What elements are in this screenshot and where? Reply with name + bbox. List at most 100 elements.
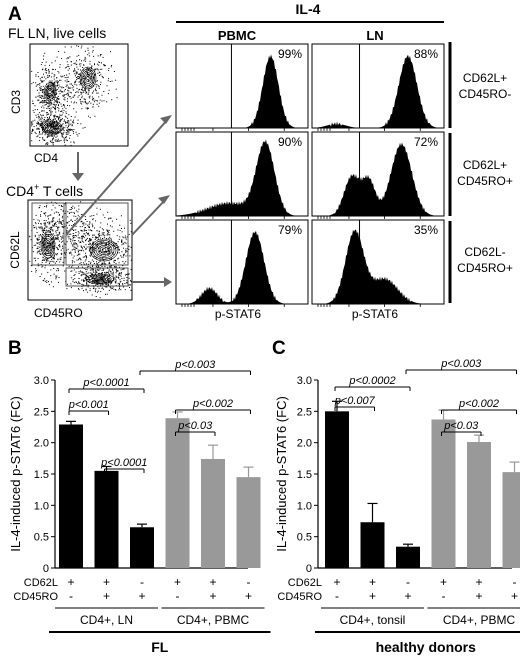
p-value-label: p<0.002: [458, 398, 499, 410]
event-dot: [50, 127, 52, 129]
event-dot: [64, 77, 66, 79]
event-dot: [42, 68, 44, 70]
event-dot: [50, 250, 52, 252]
event-dot: [100, 222, 102, 224]
marker-sign: +: [404, 589, 411, 603]
event-dot: [52, 256, 54, 258]
event-dot: [66, 58, 68, 60]
event-dot: [80, 47, 82, 49]
histogram-percentage: 88%: [414, 47, 438, 61]
event-dot: [33, 111, 35, 113]
event-dot: [46, 123, 48, 125]
event-dot: [45, 233, 47, 235]
event-dot: [40, 88, 42, 89]
event-dot: [96, 213, 98, 215]
event-dot: [68, 66, 70, 68]
event-dot: [111, 288, 113, 289]
event-dot: [54, 118, 56, 120]
event-dot: [114, 281, 116, 283]
event-dot: [86, 230, 87, 232]
event-dot: [76, 78, 78, 80]
event-dot: [57, 107, 59, 108]
event-dot: [68, 130, 70, 132]
event-dot: [40, 81, 42, 83]
event-dot: [51, 132, 53, 134]
event-dot: [58, 232, 60, 234]
event-dot: [107, 93, 109, 95]
event-dot: [42, 265, 44, 267]
event-dot: [90, 67, 92, 68]
event-dot: [77, 76, 79, 77]
event-dot: [84, 227, 86, 229]
event-dot: [100, 237, 101, 239]
event-dot: [77, 135, 79, 137]
event-dot: [84, 233, 86, 235]
event-dot: [98, 279, 100, 281]
event-dot: [57, 98, 59, 100]
event-dot: [64, 97, 66, 99]
event-dot: [64, 67, 66, 69]
event-dot: [74, 240, 76, 241]
event-dot: [96, 245, 98, 247]
event-dot: [50, 214, 52, 216]
event-dot: [51, 238, 53, 240]
y-tick-label: 1.5: [297, 469, 312, 481]
event-dot: [81, 230, 83, 232]
event-dot: [59, 119, 61, 121]
event-dot: [71, 61, 73, 63]
event-dot: [61, 206, 63, 207]
event-dot: [112, 269, 114, 271]
event-dot: [125, 248, 127, 250]
event-dot: [85, 252, 86, 254]
event-dot: [47, 215, 49, 217]
event-dot: [113, 262, 115, 263]
event-dot: [72, 238, 74, 240]
event-dot: [45, 252, 46, 254]
event-dot: [49, 231, 51, 233]
event-dot: [51, 229, 53, 231]
density-contour: [85, 273, 115, 285]
density-contour: [43, 236, 53, 254]
event-dot: [42, 229, 44, 231]
event-dot: [79, 84, 81, 86]
event-dot: [48, 103, 50, 105]
event-dot: [97, 286, 99, 288]
event-dot: [78, 74, 80, 75]
event-dot: [125, 237, 127, 239]
event-dot: [54, 224, 55, 225]
event-dot: [99, 62, 101, 63]
event-dot: [83, 237, 85, 239]
event-dot: [125, 274, 127, 275]
event-dot: [43, 237, 45, 239]
group-label: CD4+, PBMC: [443, 613, 516, 627]
event-dot: [107, 218, 109, 220]
event-dot: [120, 272, 122, 274]
histogram-percentage: 72%: [414, 135, 438, 149]
event-dot: [116, 277, 118, 278]
event-dot: [53, 233, 55, 235]
event-dot: [92, 106, 94, 108]
event-dot: [70, 233, 72, 235]
event-dot: [83, 229, 85, 231]
event-dot: [42, 105, 44, 107]
event-dot: [129, 286, 130, 288]
event-dot: [70, 119, 72, 121]
event-dot: [49, 229, 51, 231]
event-dot: [87, 76, 89, 78]
event-dot: [48, 251, 50, 253]
event-dot: [45, 94, 47, 95]
event-dot: [82, 69, 84, 71]
event-dot: [48, 105, 50, 107]
event-dot: [95, 84, 97, 86]
event-dot: [126, 236, 128, 238]
event-dot: [108, 237, 110, 239]
event-dot: [63, 98, 65, 100]
event-dot: [81, 89, 82, 90]
event-dot: [80, 201, 82, 203]
event-dot: [48, 234, 50, 236]
event-dot: [66, 129, 67, 131]
event-dot: [65, 112, 67, 114]
event-dot: [68, 96, 70, 98]
event-dot: [99, 297, 101, 299]
event-dot: [62, 128, 64, 130]
